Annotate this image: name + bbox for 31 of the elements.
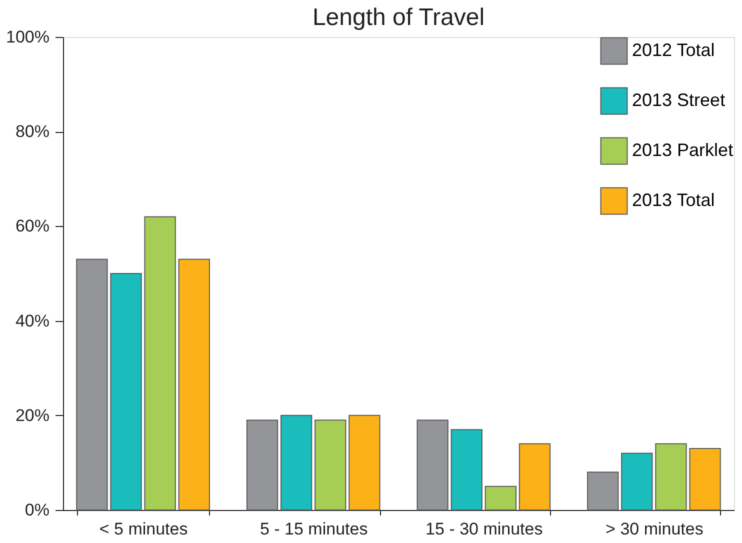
bar [110,273,142,510]
bar [348,414,380,510]
y-tick-label: 80% [15,122,50,142]
bar [484,486,517,510]
y-tick-label: 40% [15,311,50,330]
bar [144,216,176,510]
y-tick-label: 100% [6,28,50,46]
bar [314,420,346,510]
legend-label: 2013 Total [632,190,715,210]
x-tick-label: < 5 minutes [99,520,188,538]
chart-title: Length of Travel [312,4,485,31]
bar [280,414,312,510]
bar [518,443,551,510]
bar [416,420,448,510]
y-tick-label: 0% [24,500,50,520]
y-tick-label: 60% [15,216,50,236]
bar [246,420,278,510]
x-tick-label: 15 - 30 minutes [426,520,543,538]
bar [587,472,619,510]
bar [655,443,687,510]
legend-label: 2012 Total [632,40,715,60]
legend-label: 2013 Street [632,90,726,110]
y-tick-label: 20% [15,406,50,425]
bar [621,452,653,510]
x-tick-label: > 30 minutes [606,520,704,538]
bar [178,258,210,510]
x-tick-label: 5 - 15 minutes [260,520,368,538]
legend-label: 2013 Parklet [632,140,734,160]
bar [450,429,482,510]
bar [76,258,108,510]
bar [689,448,721,510]
